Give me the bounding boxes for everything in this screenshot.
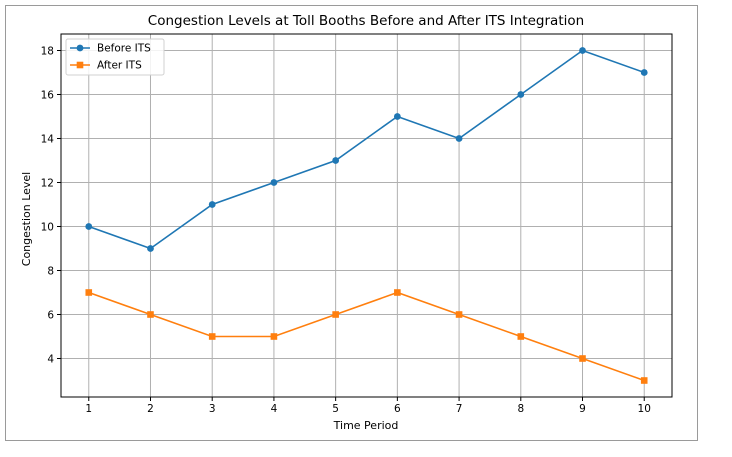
legend-box [65, 38, 165, 76]
series-before-its [85, 47, 648, 252]
y-tick-label: 12 [41, 178, 54, 190]
data-point [208, 333, 216, 340]
legend-marker [76, 61, 84, 69]
data-point [393, 113, 401, 120]
x-axis: 1 2 3 4 5 6 7 8 9 10 [85, 397, 651, 415]
data-point [208, 201, 216, 208]
plot-area [60, 33, 673, 398]
x-tick-label: 10 [638, 403, 651, 415]
x-tick-label: 4 [271, 403, 278, 415]
data-point [332, 157, 340, 164]
y-tick-label: 8 [47, 266, 54, 278]
x-tick-label: 6 [394, 403, 401, 415]
data-point [517, 333, 525, 340]
data-point [579, 47, 586, 54]
x-axis-label: Time Period [333, 419, 399, 432]
y-tick-label: 4 [47, 354, 54, 366]
y-axis: 4 6 8 10 12 14 16 18 [41, 46, 61, 366]
data-point [332, 311, 339, 318]
data-point [579, 355, 586, 362]
legend-marker [76, 44, 84, 52]
data-point [147, 245, 154, 252]
x-tick-label: 2 [147, 403, 154, 415]
y-axis-label: Congestion Level [20, 172, 33, 266]
x-tick-label: 9 [579, 403, 586, 415]
y-tick-label: 10 [41, 222, 54, 234]
x-tick-label: 1 [85, 403, 92, 415]
legend-label: After ITS [97, 60, 142, 72]
x-tick-label: 3 [209, 403, 216, 415]
x-tick-label: 7 [456, 403, 463, 415]
x-tick-label: 8 [517, 403, 524, 415]
data-point [455, 135, 463, 142]
data-point [455, 311, 463, 318]
grid [61, 34, 672, 397]
data-point [640, 377, 648, 384]
legend: Before ITS After ITS [65, 38, 165, 76]
data-point [517, 91, 525, 98]
series-after-its [85, 289, 648, 384]
data-point [85, 223, 93, 230]
chart-title: Congestion Levels at Toll Booths Before … [148, 13, 584, 29]
legend-label: Before ITS [97, 43, 151, 55]
legend-item: After ITS [70, 60, 142, 72]
y-tick-label: 16 [41, 90, 55, 102]
data-point [85, 289, 93, 296]
y-tick-label: 14 [41, 134, 55, 146]
series-line [88, 49, 645, 250]
y-tick-label: 18 [41, 46, 54, 58]
series-layer [85, 47, 648, 384]
data-point [640, 69, 648, 76]
data-point [270, 179, 278, 186]
data-point [147, 311, 154, 318]
data-point [270, 333, 278, 340]
y-tick-label: 6 [47, 310, 54, 322]
data-point [394, 289, 401, 296]
series-line [88, 291, 645, 382]
x-tick-label: 5 [332, 403, 339, 415]
legend-item: Before ITS [70, 43, 151, 55]
